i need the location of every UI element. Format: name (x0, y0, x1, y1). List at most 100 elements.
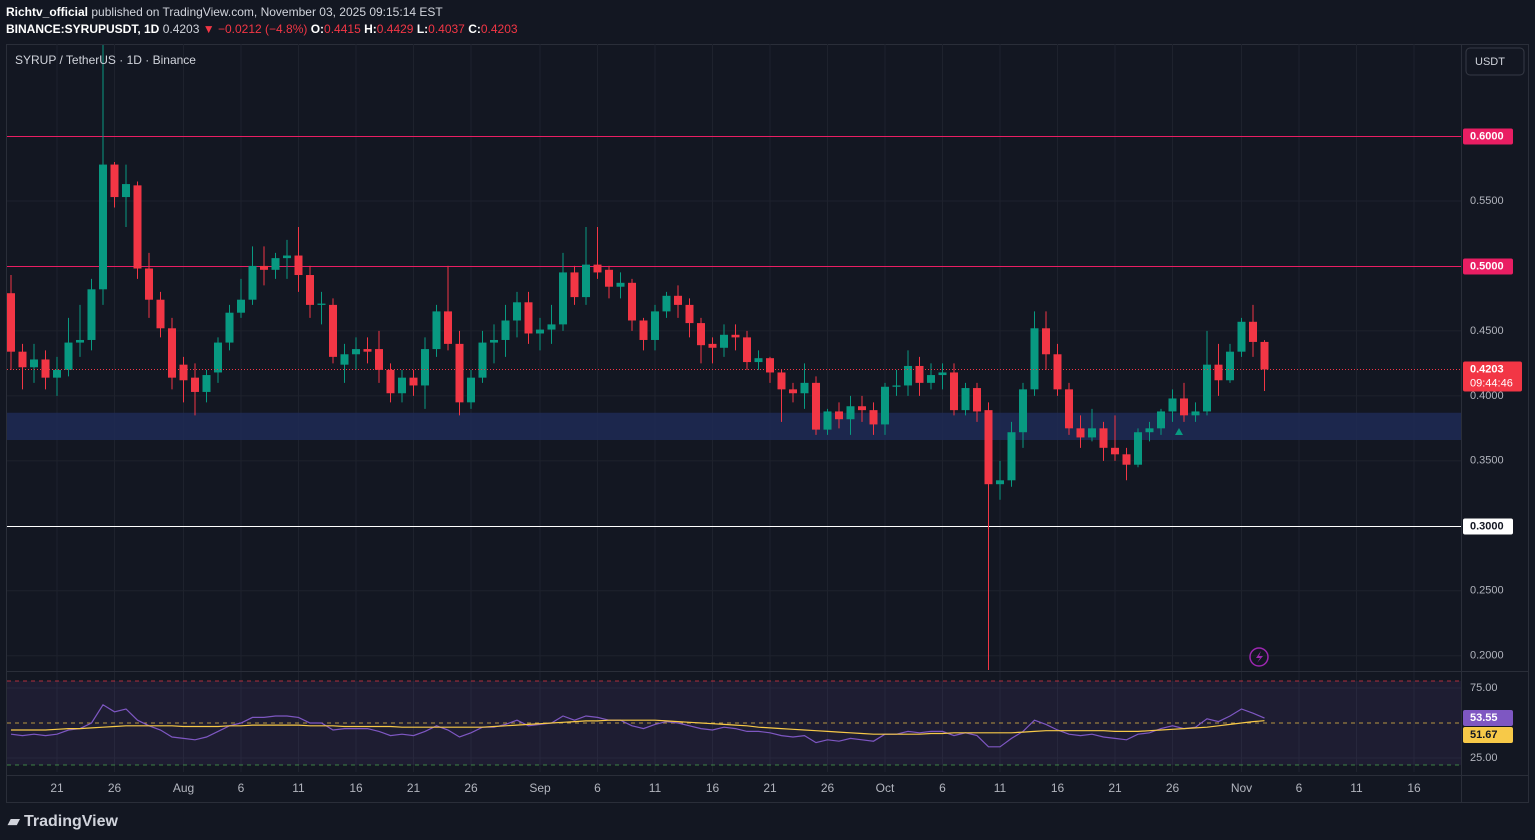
candle-body (662, 295, 671, 312)
candle-body (1260, 341, 1269, 370)
candle-body (973, 388, 981, 412)
x-tick-label: 6 (939, 781, 946, 795)
value-tag (1463, 727, 1513, 744)
candle-body (1099, 428, 1108, 448)
candle-body (168, 328, 176, 378)
x-tick-label: 6 (238, 781, 245, 795)
x-tick-label: 16 (1407, 781, 1421, 795)
countdown: 09:44:46 (1470, 377, 1513, 389)
candle-body (156, 299, 165, 329)
candle-body (202, 375, 211, 392)
candle-body (720, 334, 728, 348)
candle-body (639, 320, 648, 340)
candle-body (1168, 398, 1177, 412)
x-tick-label: 16 (349, 781, 363, 795)
candle-body (938, 372, 947, 376)
candle-body (1203, 364, 1211, 412)
x-tick-label: 26 (108, 781, 122, 795)
candle-body (432, 311, 441, 350)
x-tick-label: 21 (50, 781, 64, 795)
y-tick-label: 75.00 (1470, 682, 1498, 694)
candle-body (1180, 398, 1188, 416)
candle-body (1214, 364, 1223, 381)
candle-body (306, 275, 314, 305)
y-tick-label: 0.2000 (1470, 650, 1504, 662)
alert-icon[interactable] (1249, 647, 1269, 667)
level-tag (1463, 258, 1513, 275)
level-tag-label: 0.6000 (1470, 130, 1504, 142)
ohlc-value: 0.4037 (428, 22, 465, 36)
last: 0.4203 (162, 22, 200, 36)
candle-body (41, 359, 50, 378)
candle-body (283, 255, 291, 259)
candle-body (248, 265, 257, 300)
ohlc-value: 0.4203 (480, 22, 518, 36)
author[interactable]: Richtv_official (6, 5, 89, 19)
x-tick-label: 11 (649, 781, 662, 795)
symbol: BINANCE:SYRUPUSDT, 1D (6, 22, 160, 36)
candle-body (1134, 432, 1142, 465)
candle-body (122, 184, 130, 198)
candle-body (53, 369, 61, 378)
candle-body (1042, 328, 1050, 355)
candle-body (1088, 428, 1096, 438)
candle-body (1030, 328, 1039, 390)
x-tick-label: Sep (529, 781, 551, 795)
last-price-tag (1463, 361, 1522, 392)
x-tick-label: 26 (464, 781, 478, 795)
candle-body (950, 372, 958, 411)
candle-body (214, 342, 222, 373)
candle-body (317, 303, 326, 305)
candle-body (1226, 351, 1234, 381)
candle-body (777, 372, 786, 390)
candle-body (444, 311, 452, 344)
x-tick-label: 6 (594, 781, 601, 795)
candle-body (708, 343, 717, 348)
value-tag-label: 51.67 (1470, 729, 1498, 741)
candle-body (18, 351, 27, 368)
y-tick-label: 0.2500 (1470, 585, 1504, 597)
y-tick-label: 0.3500 (1470, 455, 1504, 467)
candle-body (490, 339, 498, 343)
candle-body (927, 375, 935, 383)
candle-body (329, 304, 337, 357)
candle-body (30, 359, 38, 368)
candle-body (1191, 411, 1200, 416)
candle-body (789, 389, 797, 394)
candle-body (536, 329, 544, 334)
candle-body (225, 312, 234, 343)
candle-body (421, 349, 429, 386)
candle-body (237, 299, 245, 313)
candle-body (547, 324, 556, 330)
candle-body (823, 411, 832, 430)
currency-button[interactable] (1465, 47, 1525, 76)
candle-body (812, 382, 820, 430)
currency-label[interactable]: USDT (1475, 56, 1505, 68)
rsi-line (11, 719, 1265, 735)
candle-body (467, 377, 475, 403)
candle-body (731, 334, 740, 338)
ohlc-value: 0.4415 (324, 22, 361, 36)
zone (7, 412, 1461, 441)
candle-body (386, 369, 395, 394)
candle-body (294, 255, 303, 276)
candle-body (685, 304, 694, 324)
x-tick-label: 11 (1350, 781, 1363, 795)
value-tag (1463, 710, 1513, 727)
candle-body (754, 358, 763, 363)
signal-marker (1175, 428, 1183, 435)
y-tick-label: 0.4000 (1470, 390, 1504, 402)
candle-body (501, 320, 510, 340)
candle-body (455, 343, 464, 403)
candle-body (743, 337, 751, 363)
candle-body (651, 311, 659, 340)
candle-body (191, 377, 199, 392)
y-tick-label: 0.4500 (1470, 325, 1504, 337)
x-tick-label: 26 (821, 781, 835, 795)
frame (6, 44, 1529, 803)
candle-body (7, 293, 15, 352)
candle-body (340, 354, 349, 365)
candle-body (858, 406, 866, 411)
level-tag-label: 0.3000 (1470, 520, 1504, 532)
header-line: BINANCE:SYRUPUSDT, 1D 0.4203 ▼ −0.0212 (… (6, 21, 518, 38)
